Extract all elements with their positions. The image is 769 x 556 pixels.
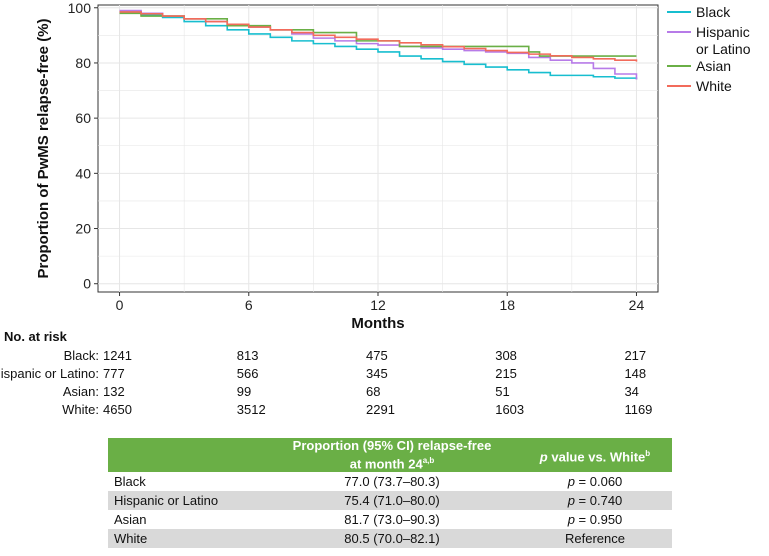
summary-header-row: Proportion (95% CI) relapse-free at mont… — [108, 438, 672, 472]
y-tick-label: 0 — [83, 276, 91, 292]
p-italic: p — [567, 493, 575, 508]
at-risk-row: Black: 1241 813 475 308 217 — [0, 348, 769, 366]
summary-proportion: 80.5 (70.0–82.1) — [266, 529, 518, 548]
at-risk-value: 215 — [495, 366, 517, 381]
summary-pvalue: p = 0.950 — [518, 510, 672, 529]
at-risk-row: White: 4650 3512 2291 1603 1169 — [0, 402, 769, 420]
summary-pvalue: p = 0.060 — [518, 472, 672, 491]
summary-proportion: 75.4 (71.0–80.0) — [266, 491, 518, 510]
at-risk-value: 308 — [495, 348, 517, 363]
x-axis-label: Months — [351, 315, 404, 332]
at-risk-group-label: Hispanic or Latino: — [0, 366, 99, 381]
y-axis-ticks: 0 20 40 60 80 100 — [68, 0, 98, 292]
legend-label: Asian — [696, 58, 731, 74]
p-value-text: = 0.740 — [574, 493, 623, 508]
legend-label: Hispanic — [696, 24, 750, 40]
header-proportion-sup: a,b — [422, 456, 435, 466]
summary-row: Asian 81.7 (73.0–90.3) p = 0.950 — [108, 510, 672, 529]
header-proportion-line2: at month 24 — [349, 456, 423, 472]
series-line-white — [119, 11, 638, 62]
at-risk-value: 68 — [366, 384, 381, 399]
header-group — [108, 438, 266, 472]
at-risk-group-label: Asian: — [62, 384, 99, 399]
y-tick-label: 100 — [68, 0, 92, 16]
summary-table: Proportion (95% CI) relapse-free at mont… — [108, 438, 672, 548]
summary-row: Hispanic or Latino 75.4 (71.0–80.0) p = 0.… — [108, 491, 672, 510]
x-tick-label: 18 — [499, 297, 515, 313]
header-proportion-line1: Proportion (95% CI) relapse-free — [292, 438, 492, 454]
summary-proportion: 81.7 (73.0–90.3) — [266, 510, 518, 529]
at-risk-value: 3512 — [236, 402, 266, 417]
at-risk-value: 148 — [624, 366, 647, 381]
at-risk-value: 4650 — [103, 402, 132, 417]
at-risk-group-label: White: — [62, 402, 99, 417]
y-axis-label: Proportion of PwMS relapse-free (%) — [35, 18, 52, 278]
at-risk-value: 34 — [624, 384, 639, 399]
summary-group: White — [108, 529, 266, 548]
y-tick-label: 40 — [75, 165, 91, 181]
at-risk-value: 777 — [103, 366, 125, 381]
header-pvalue: p value vs. Whiteb — [518, 438, 672, 472]
x-tick-label: 6 — [245, 297, 253, 313]
gridlines — [98, 5, 658, 292]
legend-label-line2: or Latino — [696, 41, 751, 57]
y-tick-label: 60 — [75, 110, 91, 126]
header-pvalue-sup: b — [645, 448, 651, 458]
summary-proportion: 77.0 (73.7–80.3) — [266, 472, 518, 491]
summary-group: Hispanic or Latino — [108, 491, 266, 510]
km-chart: 0 6 12 18 24 0 20 40 60 80 100 Months Proportion … — [35, 0, 751, 332]
p-italic: p — [567, 474, 575, 489]
at-risk-value: 1603 — [495, 402, 525, 417]
at-risk-row: Asian: 132 99 68 51 34 — [0, 384, 769, 402]
at-risk-group-label: Black: — [63, 348, 99, 363]
p-value-text: Reference — [565, 531, 625, 546]
summary-pvalue: p = 0.740 — [518, 491, 672, 510]
summary-row: Black 77.0 (73.7–80.3) p = 0.060 — [108, 472, 672, 491]
at-risk-value: 1169 — [624, 402, 653, 417]
at-risk-row: Hispanic or Latino: 777 566 345 215 148 — [0, 366, 769, 384]
y-tick-label: 80 — [75, 55, 91, 71]
at-risk-value: 813 — [236, 348, 259, 363]
at-risk-value: 566 — [236, 366, 259, 381]
at-risk-value: 345 — [366, 366, 388, 381]
at-risk-value: 475 — [366, 348, 388, 363]
header-proportion: Proportion (95% CI) relapse-free at mont… — [266, 438, 518, 472]
at-risk-value: 2291 — [366, 402, 395, 417]
x-axis-ticks: 0 6 12 18 24 — [116, 292, 645, 313]
legend-label: White — [696, 78, 732, 94]
legend-label: Black — [696, 4, 731, 20]
p-italic: p — [567, 512, 575, 527]
summary-group: Asian — [108, 510, 266, 529]
x-tick-label: 0 — [116, 297, 124, 313]
at-risk-value: 99 — [236, 384, 252, 399]
p-value-text: = 0.060 — [574, 474, 623, 489]
summary-row: White 80.5 (70.0–82.1) Reference — [108, 529, 672, 548]
at-risk-value: 132 — [103, 384, 125, 399]
x-tick-label: 24 — [629, 297, 645, 313]
at-risk-value: 217 — [624, 348, 647, 363]
at-risk-title: No. at risk — [4, 329, 67, 344]
survival-curves — [119, 9, 638, 80]
y-tick-label: 20 — [75, 221, 91, 237]
summary-group: Black — [108, 472, 266, 491]
summary-pvalue: Reference — [518, 529, 672, 548]
header-pvalue-text: value vs. White — [547, 449, 646, 465]
p-value-text: = 0.950 — [574, 512, 623, 527]
header-p-italic: p — [539, 449, 548, 465]
x-tick-label: 12 — [370, 297, 386, 313]
series-line-black — [119, 11, 638, 80]
at-risk-value: 1241 — [103, 348, 132, 363]
at-risk-value: 51 — [495, 384, 510, 399]
